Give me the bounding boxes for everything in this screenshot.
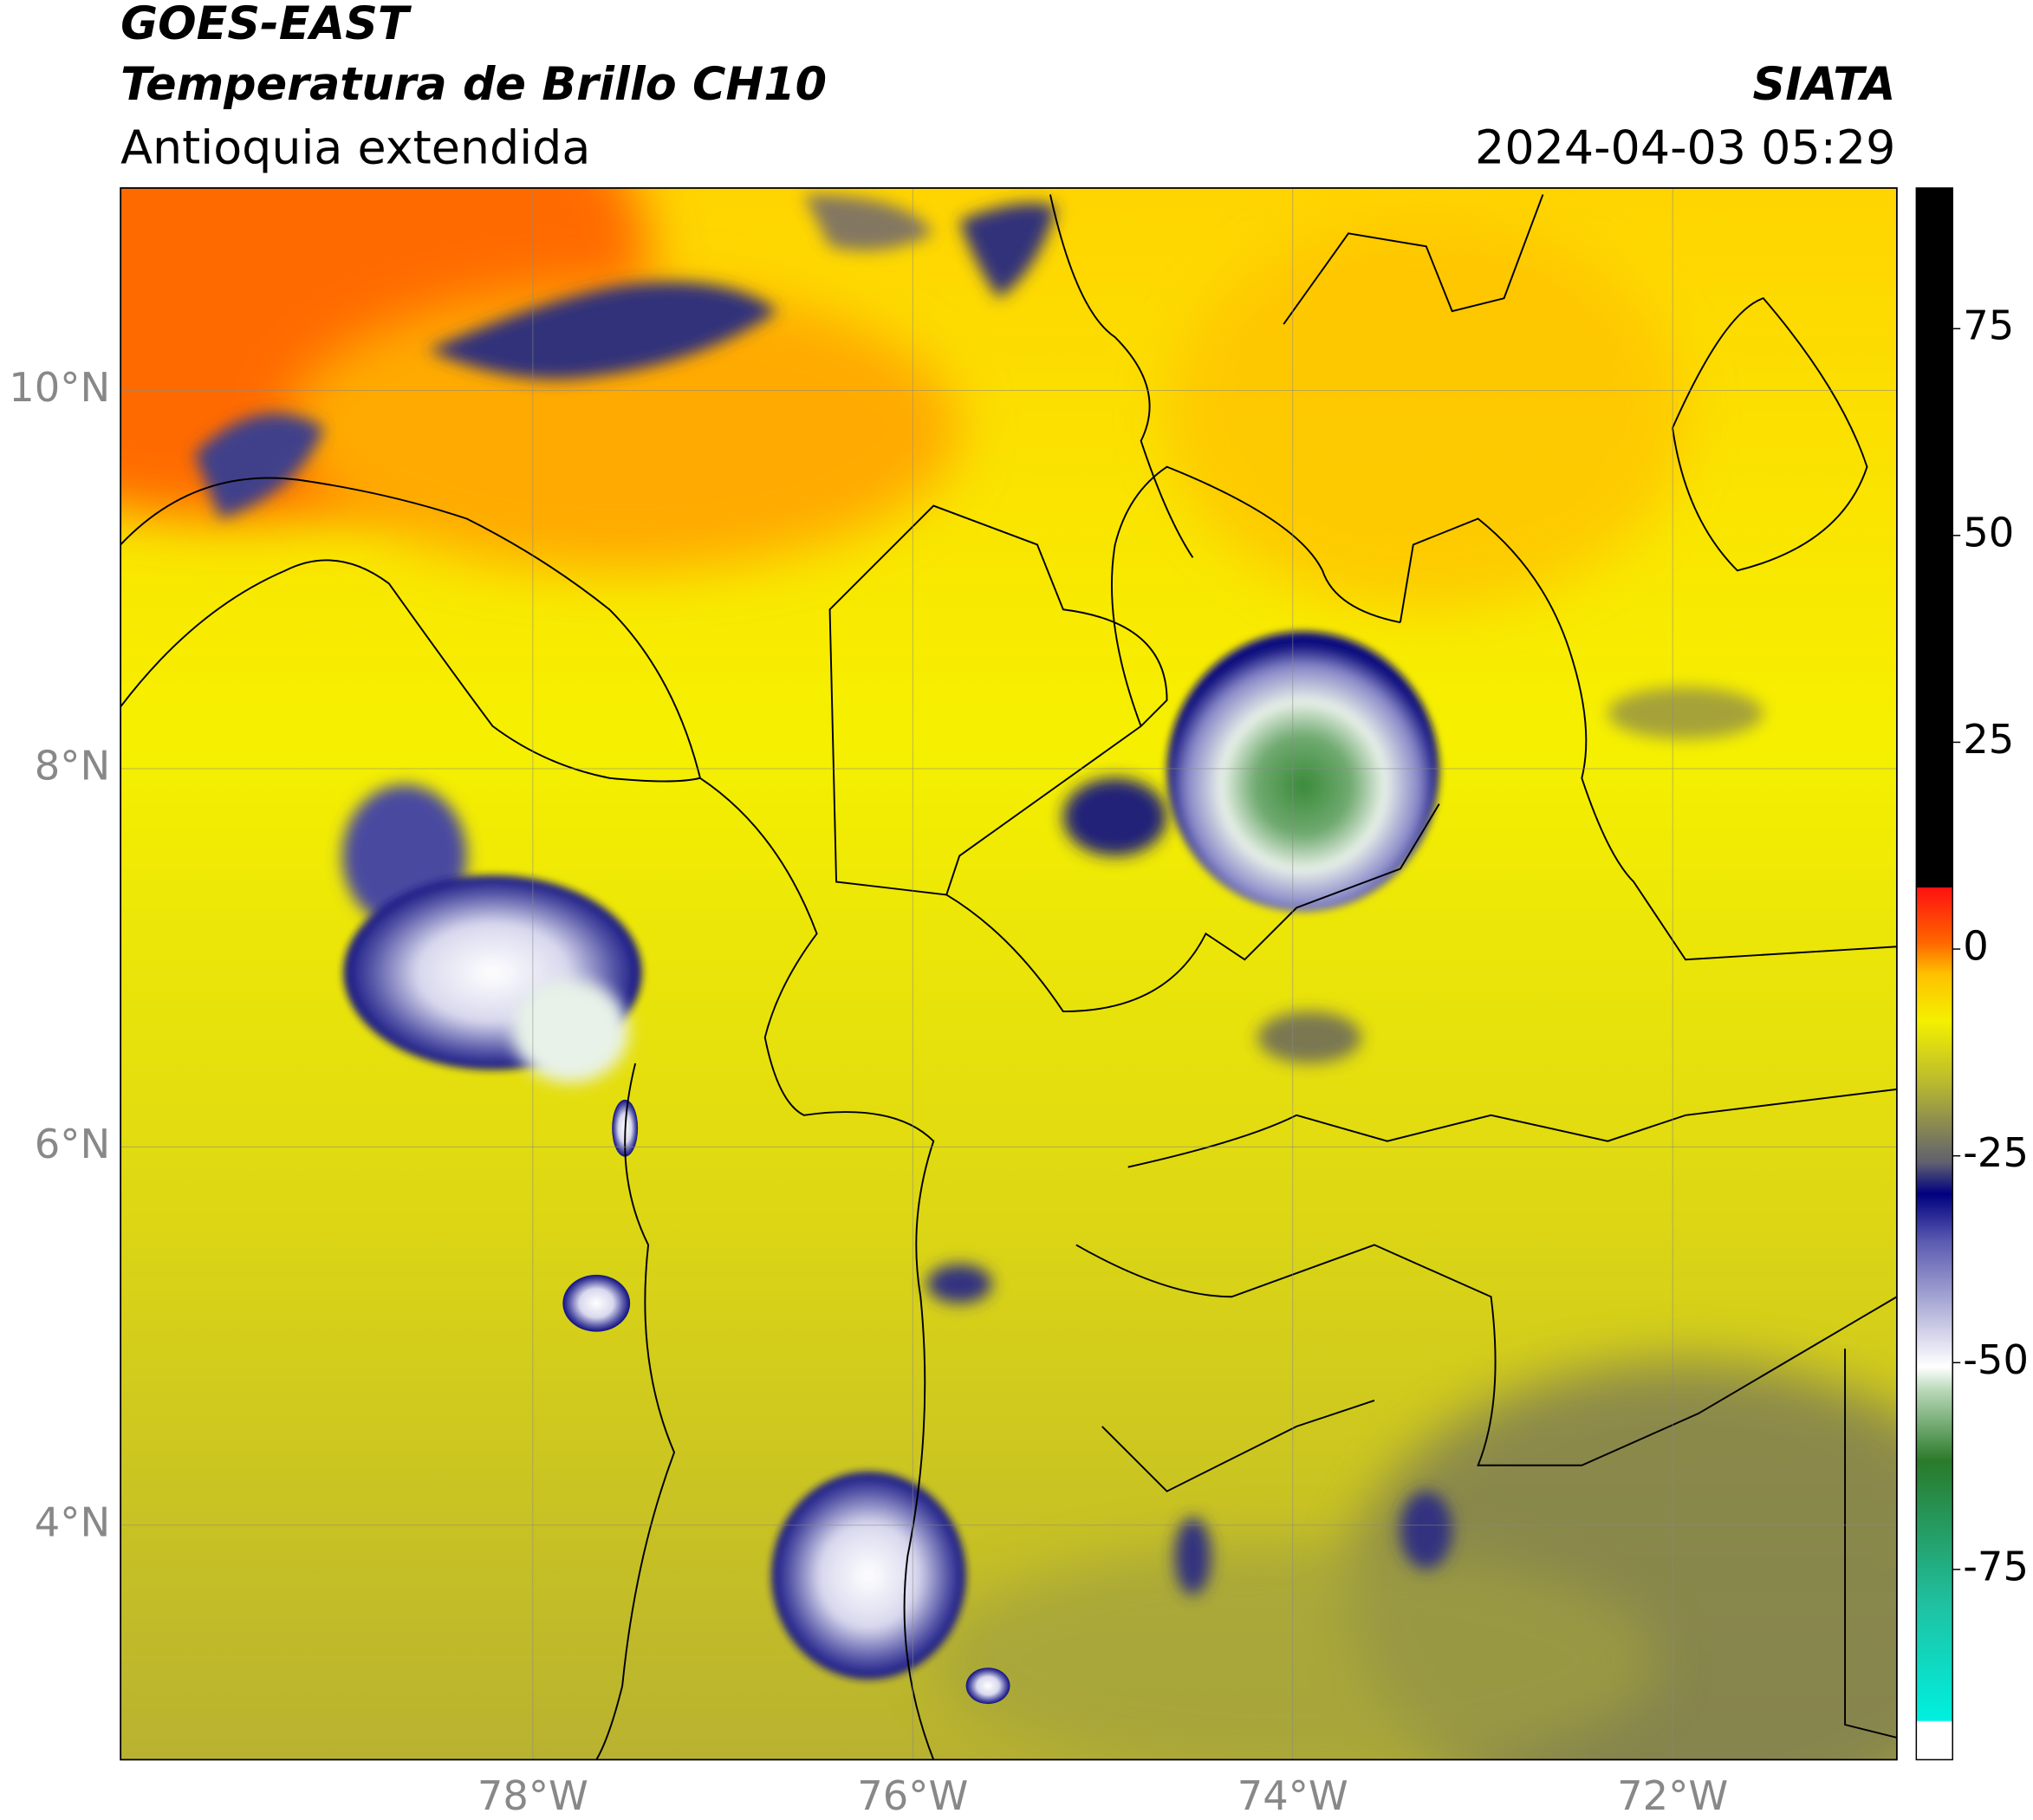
- colorbar: [1915, 187, 1953, 1761]
- colorbar-tick-label: -75: [1963, 1543, 2029, 1589]
- colorbar-tick-label: 25: [1963, 716, 2014, 763]
- y-tick-label: 6°N: [35, 1121, 110, 1167]
- y-tick-label: 10°N: [9, 364, 110, 411]
- colorbar-tick-label: 75: [1963, 302, 2014, 349]
- title: GOES-EAST: [120, 0, 412, 50]
- x-tick-label: 76°W: [857, 1772, 968, 1819]
- subtitle: Temperatura de Brillo CH10: [120, 58, 827, 111]
- colorbar-tick-label: 0: [1963, 923, 1989, 970]
- x-tick-label: 72°W: [1617, 1772, 1728, 1819]
- x-tick-label: 78°W: [477, 1772, 588, 1819]
- x-tick-label: 74°W: [1237, 1772, 1348, 1819]
- colorbar-tick-label: -50: [1963, 1336, 2029, 1383]
- colorbar-tick-label: -25: [1963, 1129, 2029, 1176]
- y-tick-label: 8°N: [35, 742, 110, 789]
- colorbar-tick-label: 50: [1963, 509, 2014, 556]
- region: Antioquia extendida: [120, 120, 590, 175]
- map-frame: [120, 187, 1898, 1761]
- agency: SIATA: [1753, 58, 1896, 111]
- graticule: [120, 187, 1897, 1760]
- y-tick-label: 4°N: [35, 1498, 110, 1545]
- timestamp: 2024-04-03 05:29: [1475, 120, 1895, 175]
